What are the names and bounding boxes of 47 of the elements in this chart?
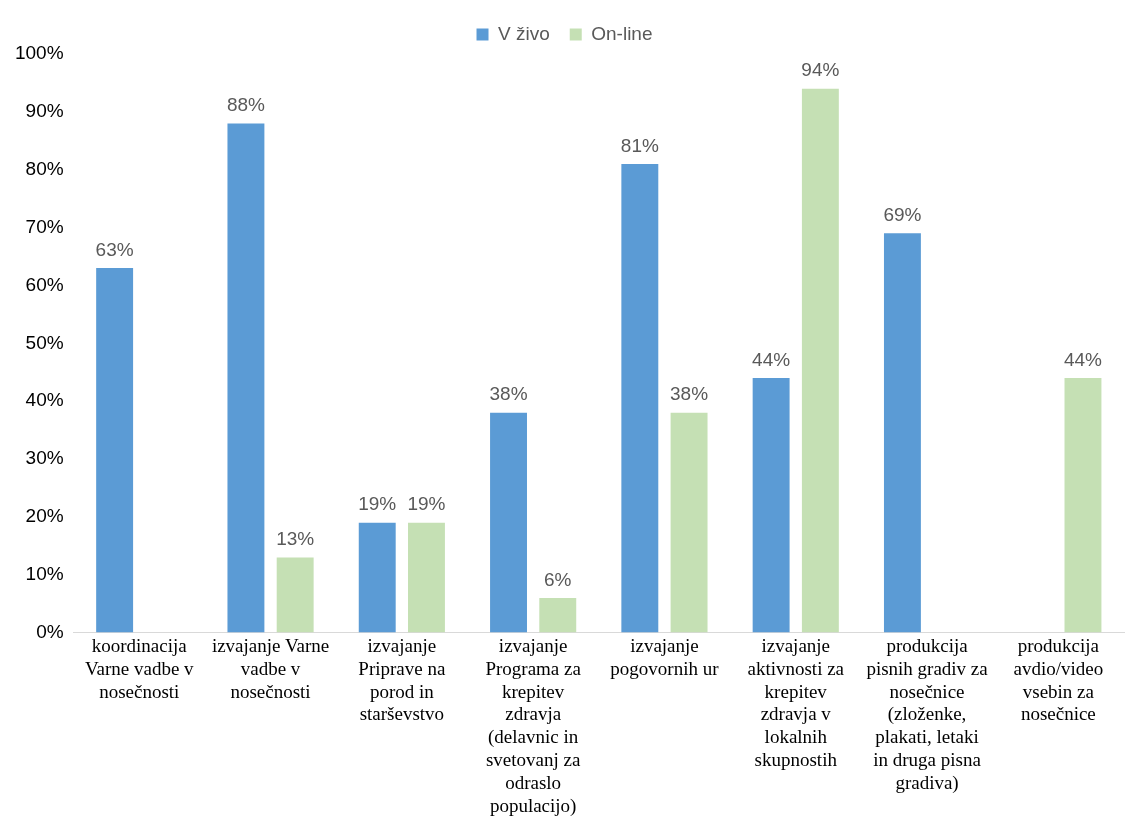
data-label: 19% (358, 493, 397, 515)
y-tick-label: 30% (25, 447, 64, 469)
x-tick-label: izvajanje aktivnosti za krepitev zdravja v lokalnih skupnostih (747, 634, 845, 770)
y-tick-label: 0% (36, 620, 64, 642)
bar (670, 412, 708, 633)
y-tick-label: 70% (25, 215, 64, 237)
y-tick-label: 90% (25, 100, 64, 122)
y-tick-label: 20% (25, 505, 64, 527)
legend-label: V živo (498, 22, 550, 44)
x-tick-label: koordinacija Varne vadbe v nosečnosti (84, 634, 195, 702)
bar (752, 378, 790, 633)
x-tick-label: izvajanje Priprave na porod in starševstvo (358, 634, 446, 725)
y-tick-label: 50% (25, 331, 64, 353)
data-label: 38% (670, 383, 709, 405)
y-tick-label: 40% (25, 389, 64, 411)
bar (408, 522, 445, 633)
y-tick-label: 80% (25, 157, 64, 179)
data-label: 38% (489, 383, 528, 405)
bar (358, 522, 396, 633)
data-label: 19% (407, 493, 446, 515)
bar (227, 123, 265, 633)
data-label: 63% (95, 238, 134, 260)
data-label: 81% (620, 134, 659, 156)
bar (1064, 378, 1102, 633)
data-label: 69% (883, 204, 922, 226)
data-label: 13% (276, 528, 315, 550)
data-label: 88% (226, 94, 266, 116)
data-label: 44% (1063, 348, 1103, 370)
x-tick-label: produkcija pisnih gradiv za nosečnice (zloženke, plakati, letaki in druga pisna gradiva) (866, 634, 989, 794)
bar (276, 557, 314, 633)
bar (490, 412, 527, 633)
y-tick-label: 10% (25, 562, 64, 584)
data-label: 44% (752, 348, 791, 370)
y-tick-label: 60% (25, 273, 64, 295)
x-tick-label: izvajanje Programa za krepitev zdravja (delavnic in svetovanj za odraslo populacijo) (485, 634, 582, 817)
y-tick-label: 100% (14, 42, 64, 64)
bar (801, 88, 839, 633)
legend-label: On-line (591, 22, 653, 44)
x-tick-label: izvajanje Varne vadbe v nosečnosti (211, 634, 330, 702)
x-tick-label: produkcija avdio/video vsebin za nosečnice (1013, 634, 1104, 725)
bar (539, 597, 577, 633)
x-tick-label: izvajanje pogovornih ur (610, 634, 720, 679)
data-label: 94% (801, 59, 840, 81)
bar (883, 233, 921, 633)
bar (96, 268, 134, 633)
data-label: 6% (544, 568, 572, 590)
bar (621, 163, 659, 633)
